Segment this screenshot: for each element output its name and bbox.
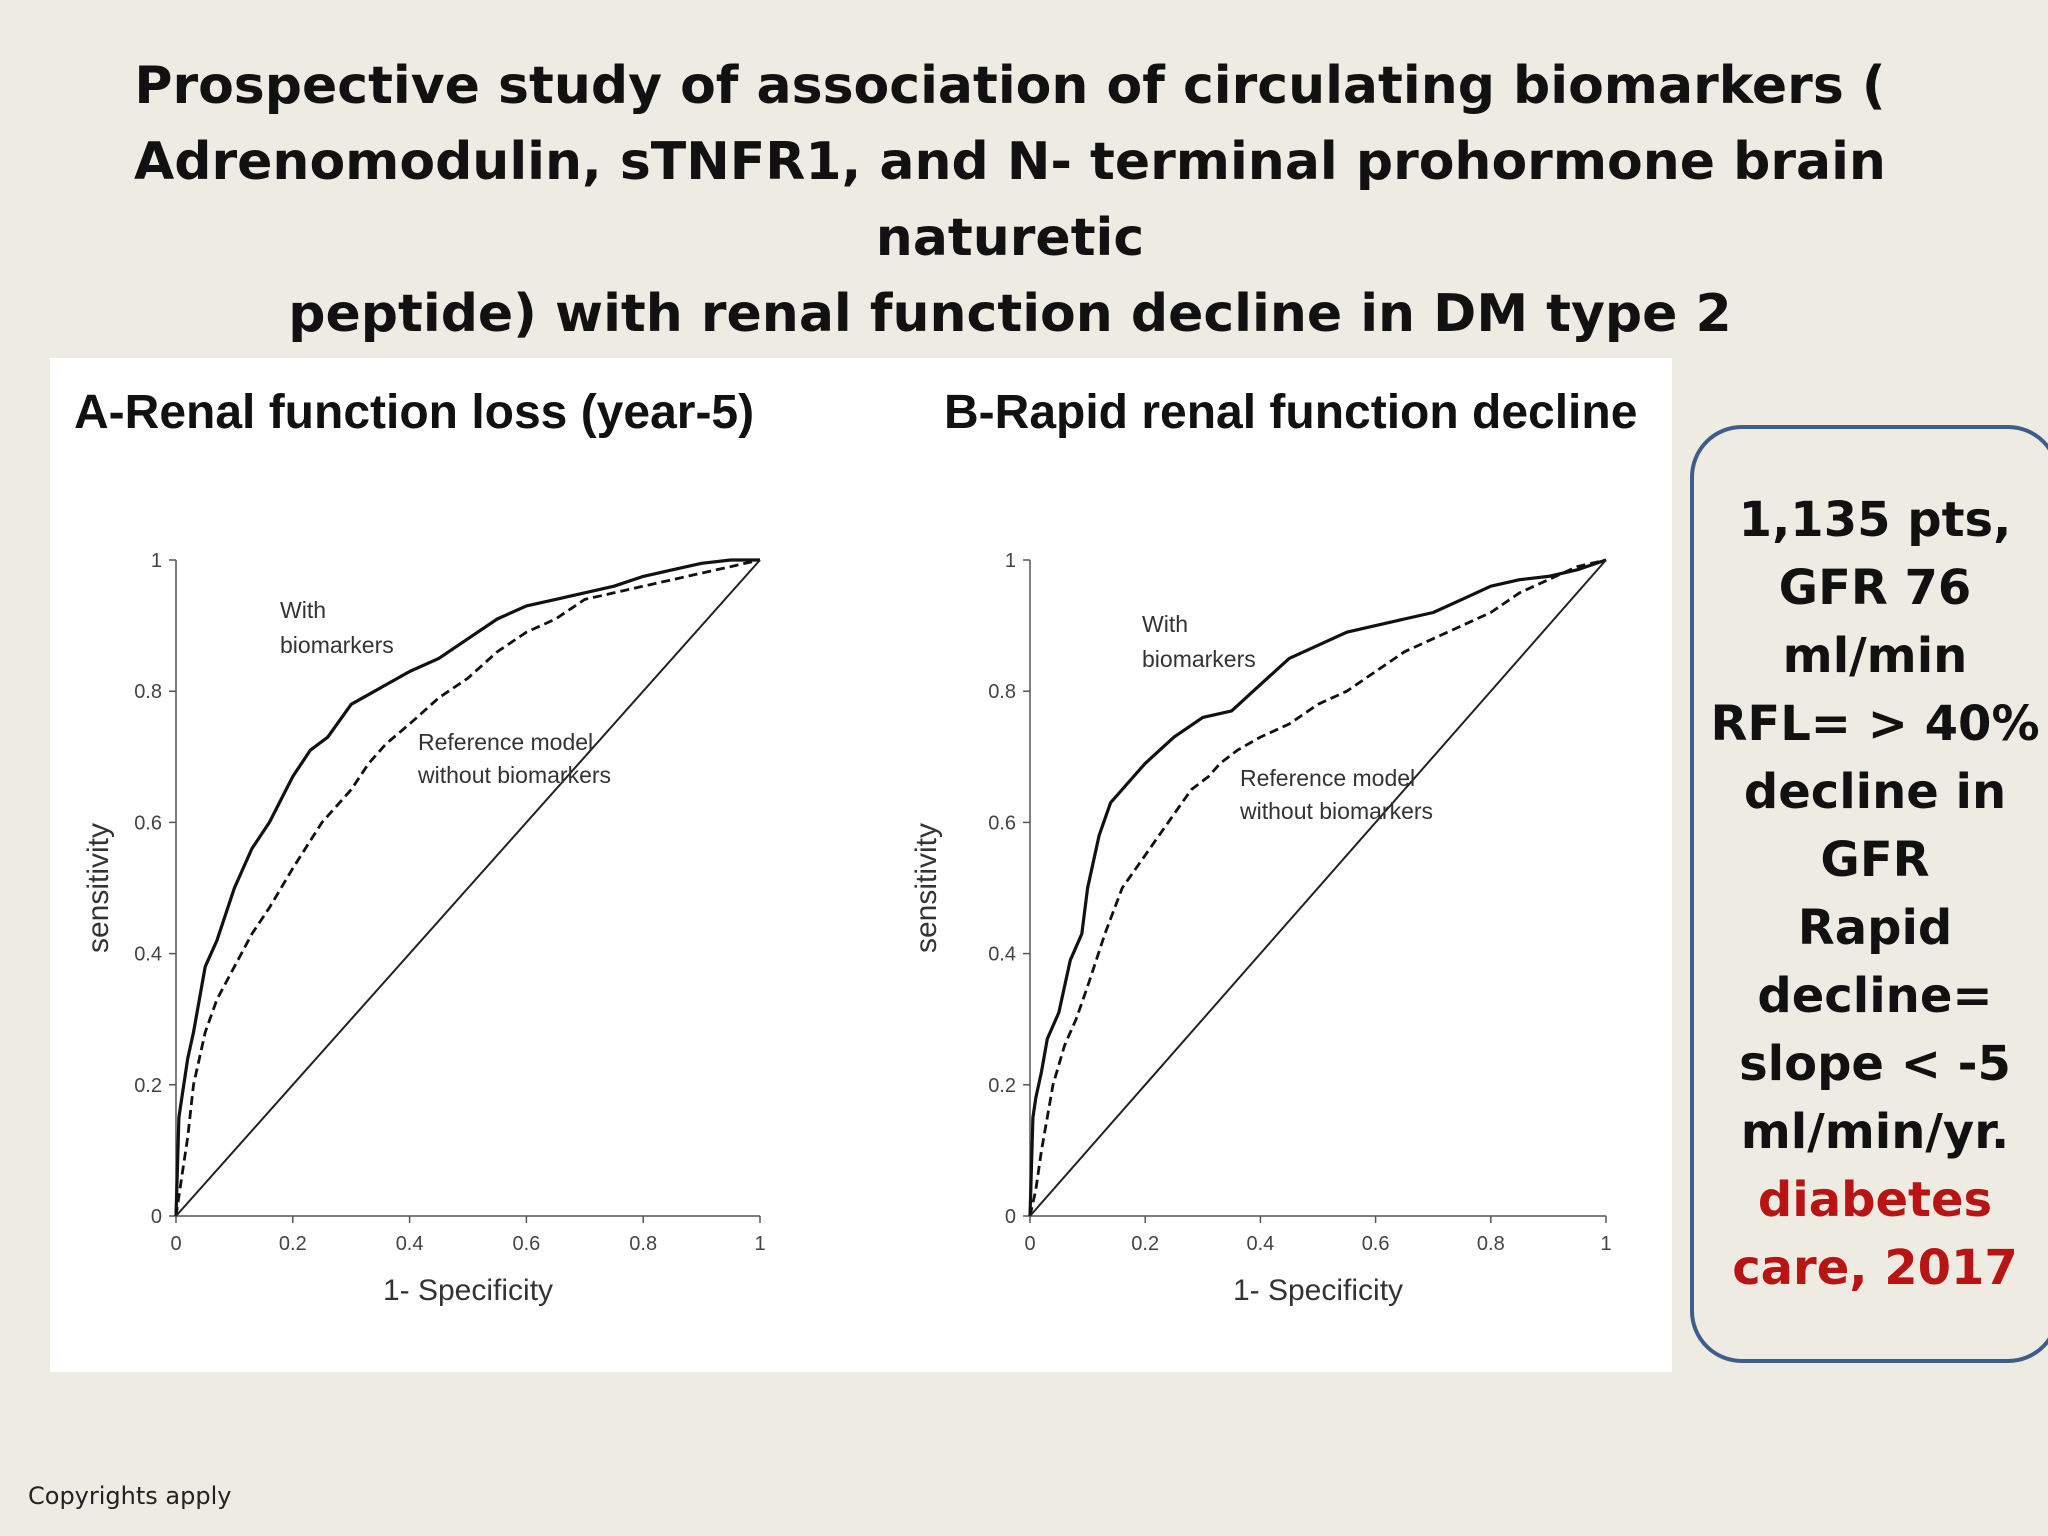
y-tick-label: 0 [1005, 1206, 1016, 1228]
y-tick-label: 1 [1005, 550, 1016, 572]
info-line: GFR [1820, 832, 1930, 888]
panel-a: A-Renal function loss (year-5) 0 0.2 0.4 0.6… [74, 386, 766, 1307]
roc-curve-with-biomarkers [1028, 558, 1607, 1217]
info-line: Rapid [1797, 900, 1953, 956]
y-tick-label: 0.8 [988, 681, 1016, 703]
roc-curve-reference-model [1028, 558, 1607, 1217]
title-line: Adrenomodulin, sTNFR1, and N- terminal p… [134, 132, 1886, 268]
annotation-with-biomarkers: With [1142, 611, 1188, 637]
info-line: 1,135 pts, [1738, 492, 2012, 548]
x-tick-label: 0.2 [1131, 1233, 1159, 1255]
annotation-with-biomarkers: With [280, 597, 326, 623]
annotation-reference-model: without biomarkers [1239, 798, 1433, 824]
copyright-notice: Copyrights apply [28, 1482, 232, 1510]
title-line: Prospective study of association of circ… [134, 56, 1886, 116]
annotation-reference-model: Reference model [1240, 765, 1415, 791]
x-tick-label: 1 [754, 1233, 765, 1255]
info-line: decline in [1743, 764, 2007, 820]
info-line: RFL= > 40% [1710, 696, 2040, 752]
info-line: slope < -5 [1739, 1036, 2011, 1092]
roc-charts-svg: A-Renal function loss (year-5) 0 0.2 0.4 0.6… [74, 386, 1637, 1307]
info-line: decline= [1757, 968, 1993, 1024]
x-tick-label: 0.6 [512, 1233, 540, 1255]
y-tick-label: 0.2 [134, 1075, 162, 1097]
x-tick-label: 0.4 [396, 1233, 424, 1255]
info-line: ml/min [1782, 628, 1968, 684]
chart-title: B-Rapid renal function decline [944, 386, 1637, 439]
y-tick-label: 0.8 [134, 681, 162, 703]
y-tick-label: 0.6 [988, 812, 1016, 834]
y-tick-label: 1 [151, 550, 162, 572]
y-tick-label: 0.6 [134, 812, 162, 834]
y-tick-label: 0.2 [988, 1075, 1016, 1097]
roc-curve-reference-model [174, 558, 761, 1217]
roc-figure: A-Renal function loss (year-5) 0 0.2 0.4 0.6… [50, 358, 1672, 1372]
chart-title: A-Renal function loss (year-5) [74, 386, 754, 439]
annotation-with-biomarkers: biomarkers [280, 632, 394, 658]
x-tick-label: 0 [170, 1233, 181, 1255]
x-axis-title: 1- Specificity [383, 1274, 553, 1307]
title-line: peptide) with renal function decline in … [288, 284, 1732, 344]
x-tick-label: 0 [1024, 1233, 1035, 1255]
panel-b: B-Rapid renal function decline 0 0.2 0.4 0.6… [910, 386, 1637, 1307]
annotation-with-biomarkers: biomarkers [1142, 646, 1256, 672]
y-axis-title: sensitivity [82, 823, 115, 953]
y-tick-label: 0.4 [134, 944, 162, 966]
x-tick-label: 0.2 [279, 1233, 307, 1255]
slide-title: Prospective study of association of circ… [60, 48, 1960, 352]
y-tick-label: 0 [151, 1206, 162, 1228]
chance-diagonal-line [1029, 559, 1607, 1217]
y-axis-title: sensitivity [910, 823, 943, 953]
annotation-reference-model: without biomarkers [417, 762, 611, 788]
roc-curve-with-biomarkers [174, 558, 760, 1217]
x-tick-label: 0.8 [629, 1233, 657, 1255]
x-tick-label: 0.4 [1246, 1233, 1274, 1255]
info-line: ml/min/yr. [1740, 1104, 2010, 1160]
citation-line: diabetes [1757, 1172, 1993, 1228]
info-line: GFR 76 [1778, 560, 1972, 616]
citation-line: care, 2017 [1732, 1240, 2018, 1296]
x-tick-label: 0.8 [1477, 1233, 1505, 1255]
x-axis-title: 1- Specificity [1233, 1274, 1403, 1307]
chance-diagonal-line [175, 559, 761, 1217]
y-tick-label: 0.4 [988, 944, 1016, 966]
annotation-reference-model: Reference model [418, 729, 593, 755]
study-info-box: 1,135 pts, GFR 76 ml/min RFL= > 40% decl… [1690, 425, 2048, 1363]
x-tick-label: 1 [1600, 1233, 1611, 1255]
x-tick-label: 0.6 [1362, 1233, 1390, 1255]
